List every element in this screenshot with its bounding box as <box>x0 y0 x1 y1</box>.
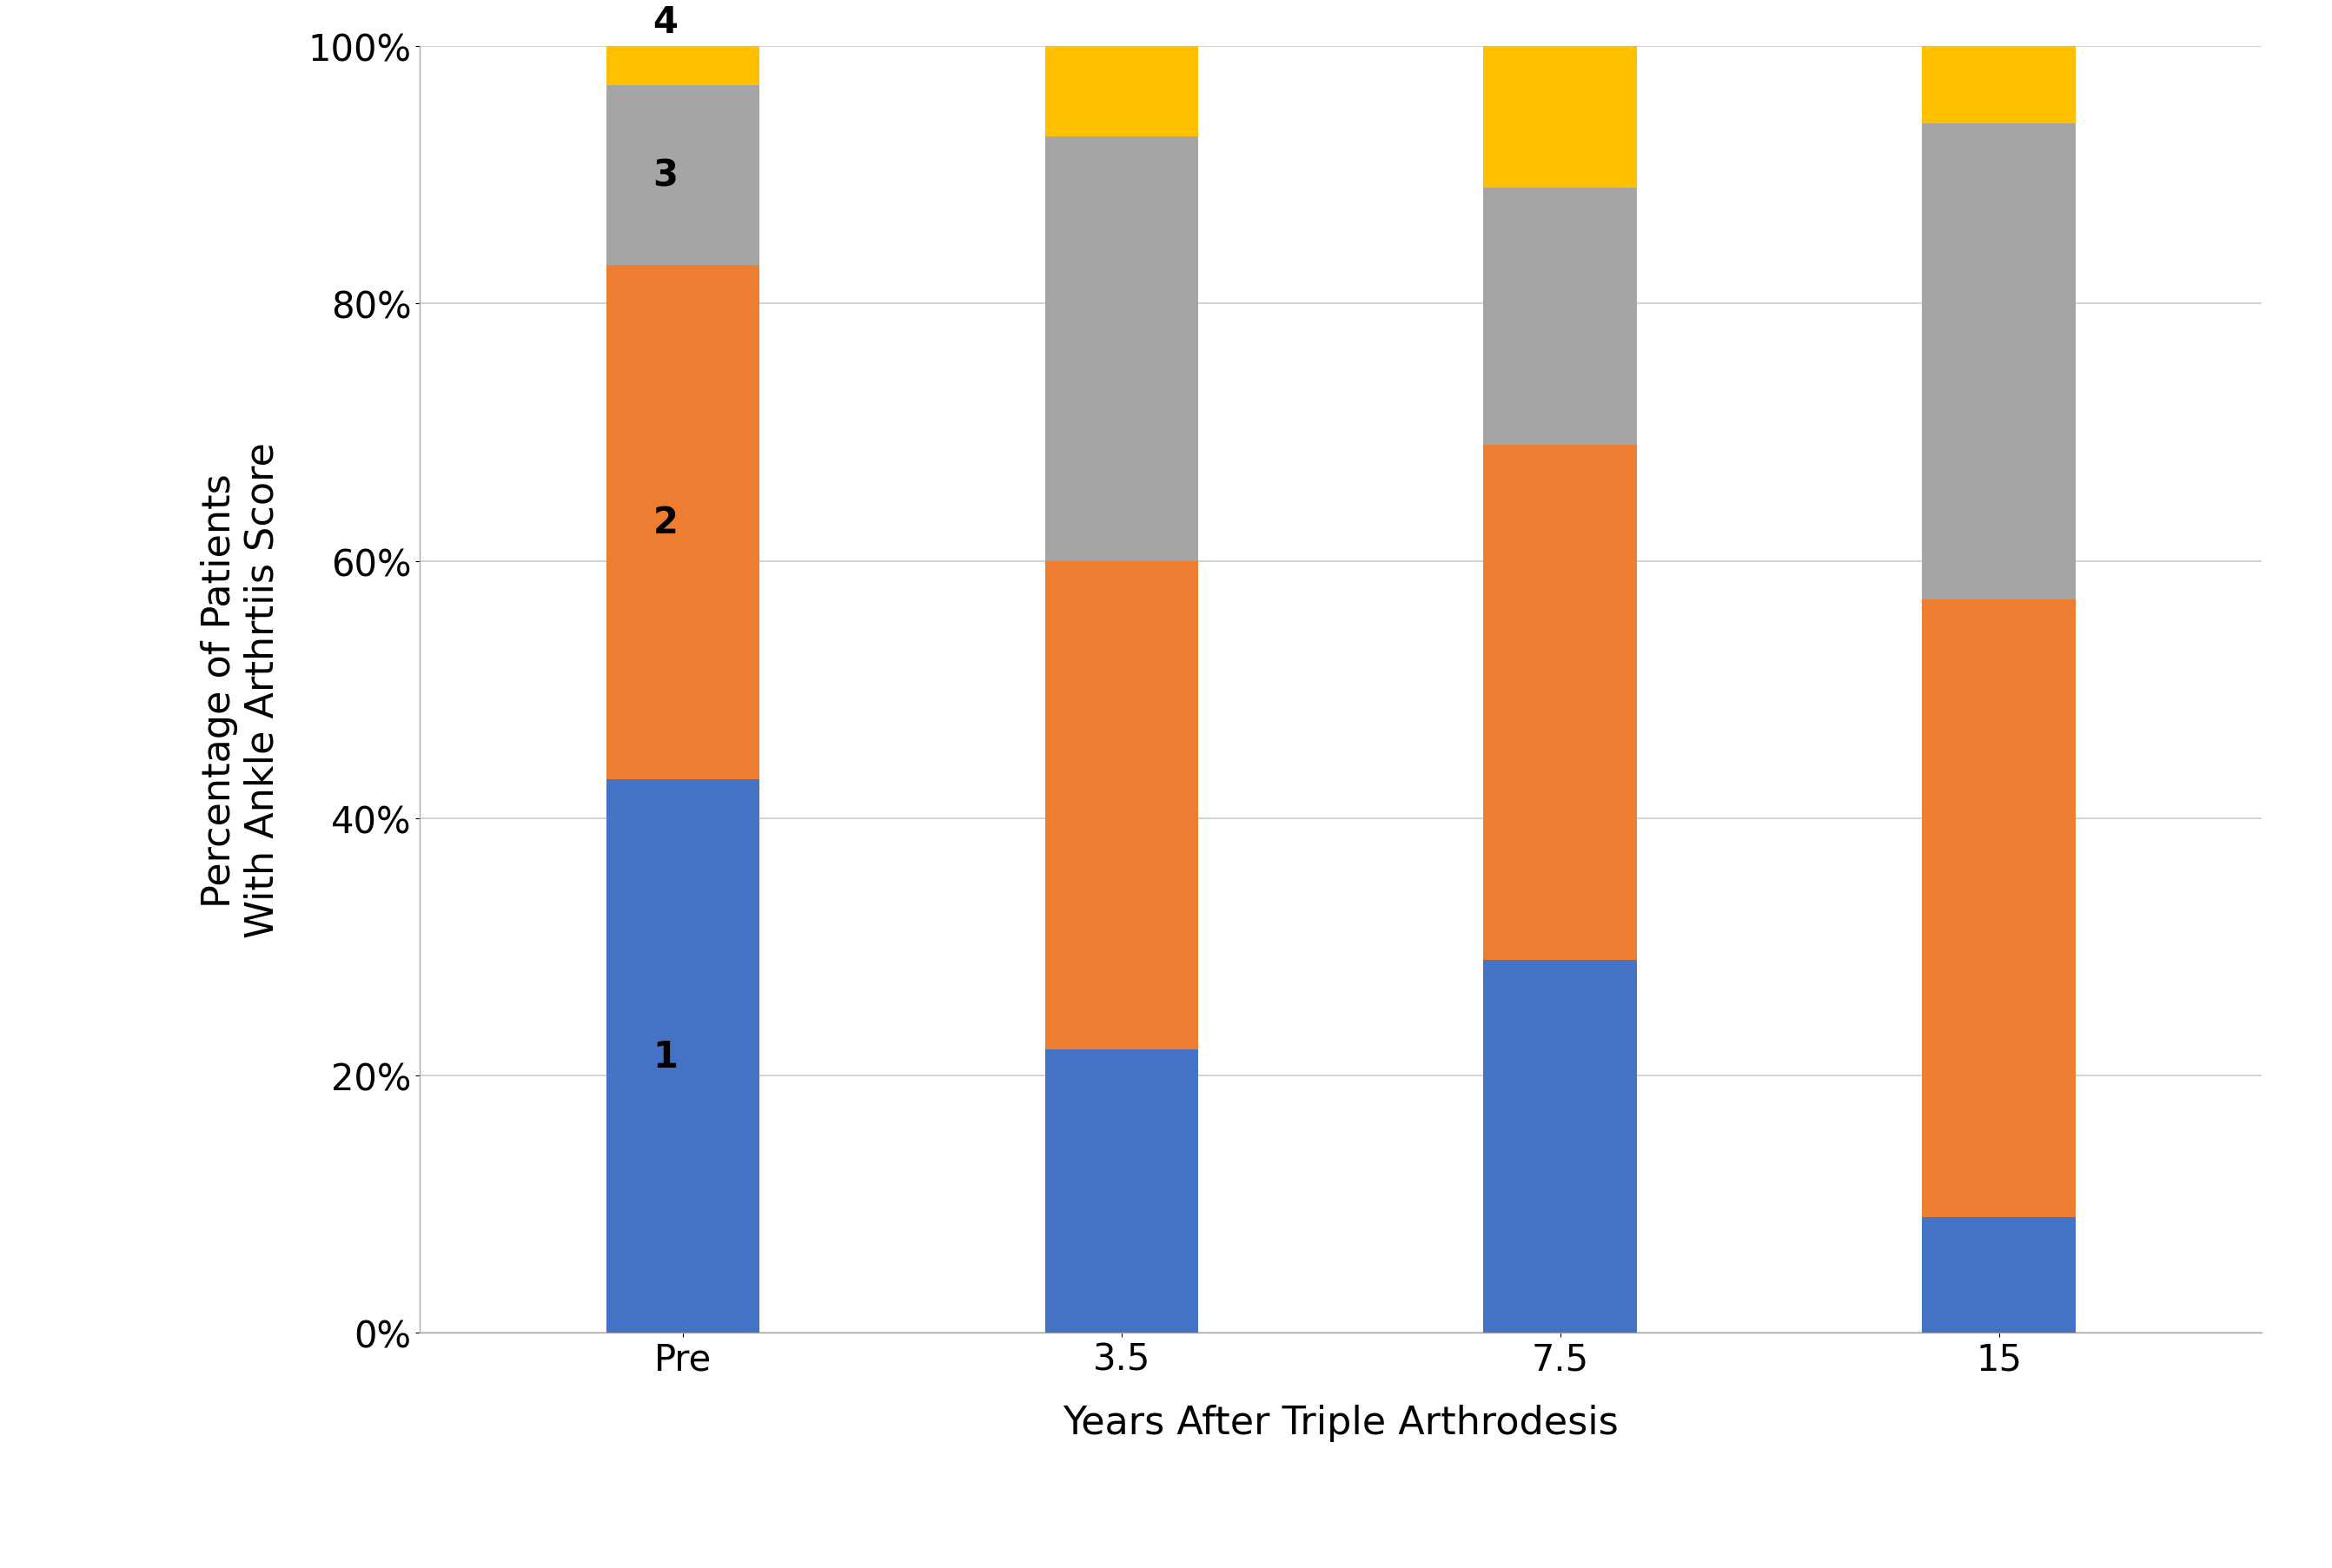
Bar <box>1922 47 2075 124</box>
Bar <box>1483 445 1637 960</box>
Bar <box>1045 561 1199 1051</box>
Bar <box>606 86 760 265</box>
Text: 2: 2 <box>653 505 679 541</box>
Bar <box>1483 47 1637 188</box>
Bar <box>1483 188 1637 445</box>
Text: 3: 3 <box>653 157 679 194</box>
Bar <box>1922 124 2075 601</box>
Bar <box>1483 960 1637 1333</box>
Bar <box>1045 1051 1199 1333</box>
Bar <box>1922 1217 2075 1333</box>
Y-axis label: Percentage of Patients
With Ankle Arthrtiis Score: Percentage of Patients With Ankle Arthrt… <box>201 442 282 938</box>
Bar <box>606 265 760 779</box>
X-axis label: Years After Triple Arthrodesis: Years After Triple Arthrodesis <box>1063 1405 1618 1441</box>
Bar <box>1045 47 1199 136</box>
Bar <box>606 779 760 1333</box>
Text: 1: 1 <box>653 1038 679 1074</box>
Bar <box>606 47 760 86</box>
Bar <box>1045 136 1199 561</box>
Text: 4: 4 <box>653 5 679 41</box>
Bar <box>1922 601 2075 1217</box>
